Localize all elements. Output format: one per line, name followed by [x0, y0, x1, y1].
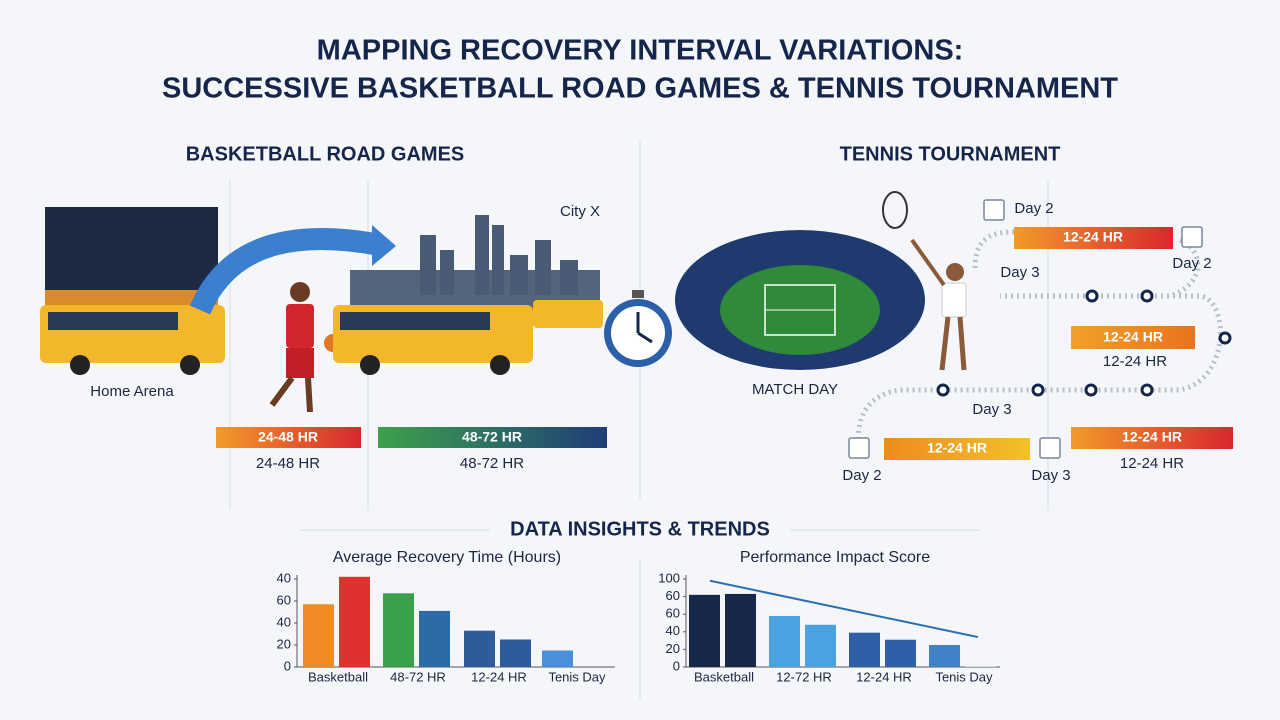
label: MATCH DAY	[752, 381, 838, 398]
y-tick-label: 20	[666, 641, 680, 656]
bar	[464, 630, 495, 667]
x-tick-label: Basketball	[694, 669, 754, 684]
y-tick-label: 0	[284, 658, 291, 673]
arrow	[189, 227, 383, 315]
bar	[805, 624, 836, 667]
y-tick-label: 0	[673, 658, 680, 673]
y-tick-label: 40	[666, 623, 680, 638]
interval-label: 12-24 HR	[927, 440, 987, 456]
y-tick-label: 60	[666, 588, 680, 603]
stopwatch	[604, 290, 672, 367]
interval-label: 12-24 HR	[1063, 229, 1123, 245]
bar	[849, 632, 880, 667]
section-heading: BASKETBALL ROAD GAMES	[186, 143, 465, 165]
interval-bar	[884, 438, 1030, 460]
bus	[333, 300, 603, 375]
bar	[769, 615, 800, 667]
interval-label: 24-48 HR	[258, 429, 318, 445]
x-tick-label: 12-72 HR	[776, 669, 832, 684]
label: City X	[560, 203, 600, 220]
day-label: Day 2	[842, 467, 881, 484]
day-label: Day 2	[1172, 255, 1211, 272]
day-label: Day 2	[1014, 200, 1053, 217]
x-tick-label: 48-72 HR	[390, 669, 446, 684]
trend-line	[709, 579, 979, 639]
day-label: Day 3	[1031, 467, 1070, 484]
stadium	[675, 230, 925, 370]
interval-caption: 24-48 HR	[256, 455, 320, 472]
interval-bar	[1071, 427, 1233, 449]
interval-caption: 12-24 HR	[1103, 353, 1167, 370]
bar	[965, 666, 996, 667]
bar	[500, 639, 531, 667]
x-tick-label: Basketball	[308, 669, 368, 684]
day-label: Day 3	[972, 401, 1011, 418]
y-tick-label: 60	[277, 592, 291, 607]
x-tick-label: 12-24 HR	[471, 669, 527, 684]
bar	[885, 639, 916, 667]
section-heading: TENNIS TOURNAMENT	[840, 143, 1061, 165]
city-skyline	[350, 215, 600, 310]
bar	[419, 610, 450, 667]
x-tick-label: Tenis Day	[548, 669, 606, 684]
interval-bar	[378, 427, 607, 448]
route-stops	[936, 289, 1232, 397]
interval-bar	[1014, 227, 1173, 249]
title: MAPPING RECOVERY INTERVAL VARIATIONS:	[317, 35, 964, 67]
tennis-player	[882, 191, 967, 371]
y-tick-label: 60	[666, 606, 680, 621]
x-tick-label: Tenis Day	[935, 669, 993, 684]
bar	[725, 593, 756, 667]
bar	[303, 604, 334, 667]
y-tick-label: 40	[277, 614, 291, 629]
interval-label: 48-72 HR	[462, 429, 522, 445]
interval-bar	[1071, 326, 1195, 349]
interval-caption: 48-72 HR	[460, 455, 524, 472]
bar	[689, 594, 720, 667]
x-tick-label: 12-24 HR	[856, 669, 912, 684]
calendar-icons	[848, 199, 1203, 459]
y-tick-label: 40	[277, 570, 291, 585]
arena-illustration	[40, 207, 225, 375]
y-tick-label: 20	[277, 636, 291, 651]
day-label: Day 3	[1000, 264, 1039, 281]
bar	[542, 650, 573, 667]
arrow-head	[372, 225, 396, 266]
interval-caption: 12-24 HR	[1120, 455, 1184, 472]
bar	[339, 576, 370, 667]
label: Home Arena	[90, 383, 174, 400]
chart-title: Performance Impact Score	[740, 549, 930, 566]
bar	[929, 645, 960, 667]
bar	[383, 593, 414, 667]
player	[269, 282, 342, 413]
interval-label: 12-24 HR	[1103, 329, 1163, 345]
interval-bar	[216, 427, 361, 448]
interval-label: 12-24 HR	[1122, 429, 1182, 445]
y-tick-label: 100	[658, 570, 680, 585]
section-heading: DATA INSIGHTS & TRENDS	[510, 518, 770, 540]
chart-title: Average Recovery Time (Hours)	[333, 549, 561, 566]
title: SUCCESSIVE BASKETBALL ROAD GAMES & TENNI…	[162, 73, 1118, 105]
